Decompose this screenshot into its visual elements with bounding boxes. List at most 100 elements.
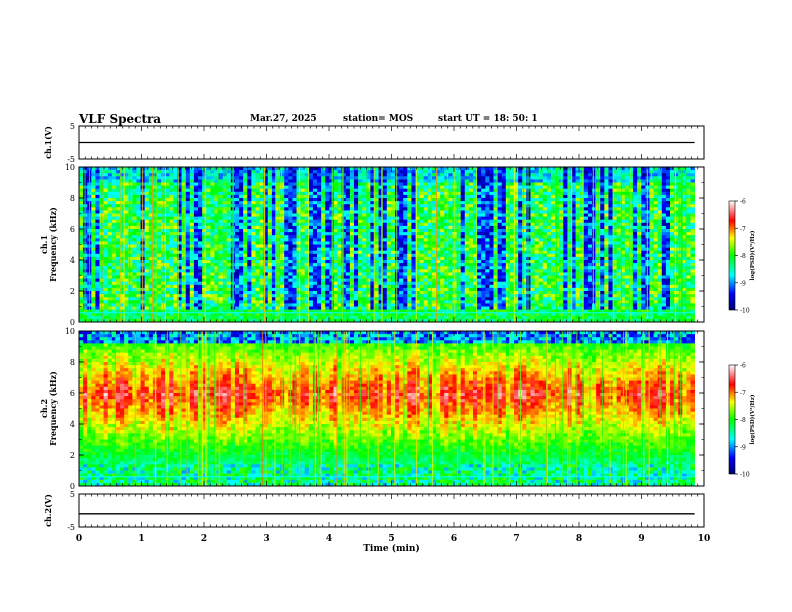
spectrogram-cell (181, 253, 187, 258)
spectrogram-cell (239, 253, 244, 258)
spectrogram-cell (79, 235, 84, 239)
spectrogram-cell (177, 216, 182, 221)
spectrogram-cell (271, 250, 277, 255)
spectrogram-cell (345, 297, 351, 301)
spectrogram-cell (280, 250, 285, 255)
spectrogram-cell (239, 250, 244, 255)
spectrogram-cell (91, 182, 96, 186)
spectrogram-cell (473, 294, 478, 298)
spectrogram-cell (444, 185, 449, 190)
spectrogram-cell (382, 303, 388, 307)
spectrogram-cell (177, 173, 182, 177)
spectrogram-cell (280, 229, 285, 233)
spectrogram-cell (226, 269, 232, 273)
spectrogram-cell (456, 232, 462, 236)
spectrogram-cell (382, 315, 388, 320)
spectrogram-cell (148, 250, 154, 255)
spectrogram-cell (128, 213, 133, 217)
spectrogram-cell (353, 167, 359, 171)
spectrogram-cell (111, 300, 117, 304)
spectrogram-cell (115, 294, 121, 298)
spectrogram-cell (419, 312, 425, 317)
spectrogram-cell (214, 303, 219, 307)
spectrogram-cell (165, 260, 170, 264)
spectrogram-cell (337, 229, 343, 233)
spectrogram-cell (366, 275, 371, 279)
spectrogram-cell (103, 250, 109, 255)
spectrogram-cell (366, 287, 371, 292)
spectrogram-cell (411, 210, 416, 214)
spectrogram-cell (124, 281, 129, 286)
spectrogram-cell (152, 300, 158, 304)
spectrogram-cell (267, 318, 273, 323)
spectrogram-cell (136, 204, 141, 208)
spectrogram-cell (345, 176, 351, 180)
spectrogram-cell (124, 260, 129, 264)
spectrogram-cell (259, 201, 265, 205)
spectrogram-cell (284, 309, 289, 314)
spectrogram-cell (251, 213, 256, 217)
spectrogram-cell (251, 225, 256, 230)
spectrogram-cell (226, 185, 232, 190)
spectrogram-cell (337, 278, 343, 283)
spectrogram-cell (107, 232, 113, 236)
spectrogram-cell (210, 306, 215, 310)
spectrogram-cell (124, 191, 129, 196)
spectrogram-cell (399, 194, 404, 199)
spectrogram-cell (103, 204, 109, 208)
spectrogram-cell (464, 167, 470, 171)
spectrogram-cell (169, 272, 174, 276)
spectrogram-cell (337, 287, 343, 292)
spectrogram-cell (173, 185, 178, 190)
spectrogram-cell (440, 170, 445, 174)
spectrogram-cell (185, 260, 191, 264)
spectrogram-cell (407, 281, 412, 286)
spectrogram-cell (267, 232, 273, 236)
spectrogram-cell (304, 216, 310, 221)
spectrogram-cell (185, 170, 191, 174)
spectrogram-cell (251, 278, 256, 283)
spectrogram-cell (181, 191, 187, 196)
spectrogram-cell (169, 170, 174, 174)
spectrogram-cell (366, 188, 371, 193)
spectrogram-cell (374, 241, 379, 245)
spectrogram-cell (189, 269, 195, 273)
spectrogram-cell (292, 222, 297, 227)
spectrogram-cell (193, 291, 199, 295)
spectrogram-cell (370, 287, 375, 292)
spectrogram-cell (288, 256, 293, 261)
spectrogram-cell (431, 260, 437, 264)
spectrogram-cell (415, 185, 421, 190)
spectrogram-cell (193, 173, 199, 177)
spectrogram-cell (362, 318, 367, 323)
spectrogram-cell (198, 287, 203, 292)
spectrogram-cell (136, 275, 141, 279)
spectrogram-cell (124, 297, 129, 301)
spectrogram-cell (156, 235, 162, 239)
spectrogram-cell (214, 244, 219, 248)
spectrogram-cell (271, 229, 277, 233)
spectrogram-cell (374, 294, 379, 298)
spectrogram-cell (107, 303, 113, 307)
spectrogram-cell (255, 278, 260, 283)
spectrogram-cell (79, 263, 84, 267)
spectrogram-cell (124, 309, 129, 314)
spectrogram-cell (366, 294, 371, 298)
spectrogram-cell (460, 182, 466, 186)
spectrogram-cell (403, 294, 408, 298)
spectrogram-cell (390, 235, 396, 239)
spectrogram-cell (292, 241, 297, 245)
spectrogram-cell (189, 170, 195, 174)
spectrogram-cell (337, 266, 343, 270)
spectrogram-cell (411, 213, 416, 217)
spectrogram-cell (79, 312, 84, 317)
spectrogram-cell (243, 244, 248, 248)
spectrogram-cell (395, 204, 400, 208)
spectrogram-cell (390, 219, 396, 224)
spectrogram-cell (358, 185, 363, 190)
spectrogram-cell (415, 232, 421, 236)
spectrogram-cell (189, 250, 195, 255)
spectrogram-cell (226, 213, 232, 217)
spectrogram-cell (444, 179, 449, 183)
spectrogram-cell (239, 241, 244, 245)
